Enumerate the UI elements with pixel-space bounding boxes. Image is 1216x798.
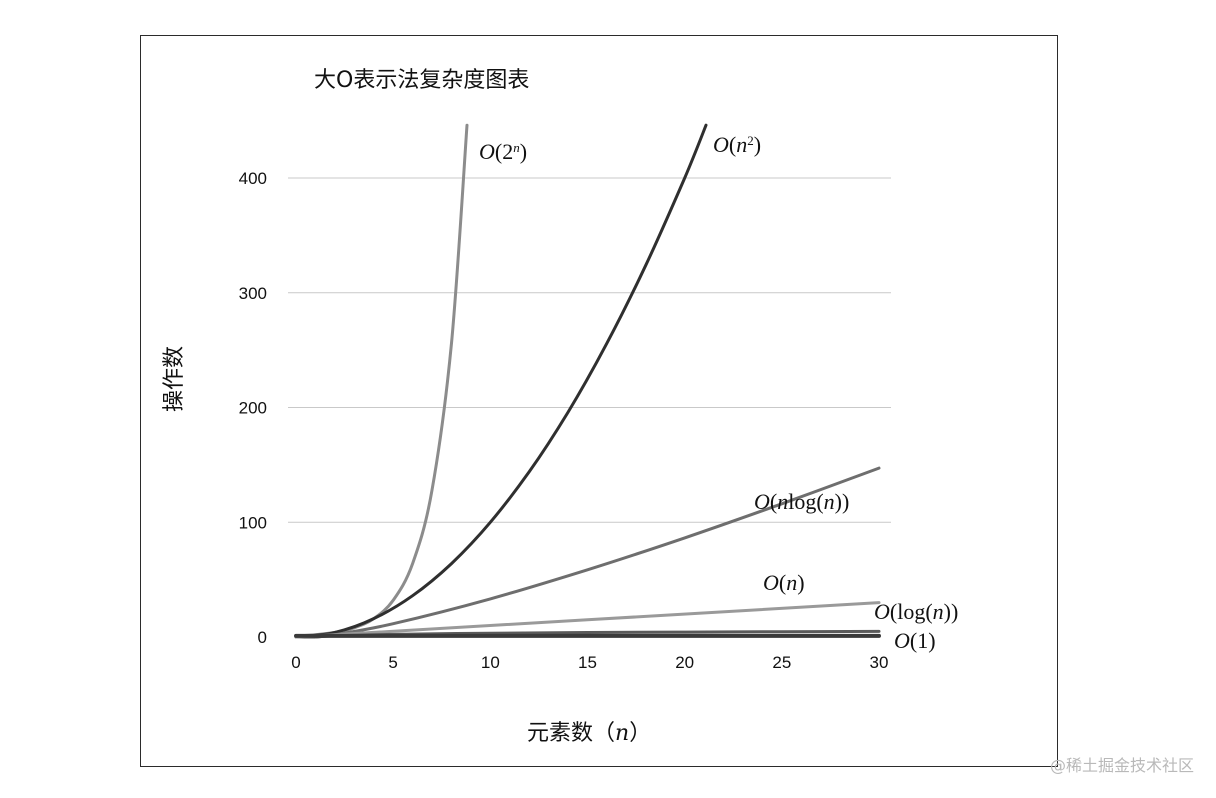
series-label: O(n2)	[713, 132, 761, 157]
y-axis-label: 操作数	[162, 346, 187, 412]
series-label: O(nlog(n))	[754, 489, 849, 514]
watermark: @稀土掘金技术社区	[1049, 756, 1194, 775]
chart-title: 大O表示法复杂度图表	[314, 68, 529, 93]
x-tick-label: 15	[578, 653, 597, 672]
y-tick-label: 0	[258, 628, 267, 647]
y-tick-label: 300	[239, 284, 267, 303]
series-label: O(log(n))	[874, 599, 958, 624]
grid-layer	[288, 177, 891, 523]
x-axis-label: 元素数（n）	[527, 721, 651, 746]
x-tick-label: 5	[388, 653, 397, 672]
series-layer	[294, 123, 881, 639]
series-label: O(2n)	[479, 139, 527, 164]
chart-svg: 大O表示法复杂度图表 0 100 200 300 400 0 5 10 15 20 25 30 O(2…	[162, 68, 958, 746]
x-axis-label-text: 元素数（	[527, 721, 615, 746]
y-tick-label: 400	[239, 169, 267, 188]
x-axis-label-var: n	[615, 721, 629, 746]
x-tick-label: 0	[291, 653, 300, 672]
series-line	[294, 123, 469, 638]
series-line	[294, 601, 881, 639]
x-tick-label: 10	[481, 653, 500, 672]
x-tick-label: 20	[675, 653, 694, 672]
series-line	[294, 123, 708, 639]
series-label: O(1)	[894, 628, 936, 653]
series-label: O(n)	[763, 570, 805, 595]
x-axis-label-close: ）	[629, 721, 651, 746]
chart-frame: 大O表示法复杂度图表 0 100 200 300 400 0 5 10 15 20 25 30 O(2…	[140, 35, 1058, 767]
y-tick-label: 100	[239, 513, 267, 532]
y-tick-label: 200	[239, 399, 267, 418]
label-layer: O(2n) O(n2) O(nlog(n)) O(n) O(log(n)) O(1)	[479, 132, 958, 653]
x-tick-label: 25	[772, 653, 791, 672]
tick-layer: 0 100 200 300 400 0 5 10 15 20 25 30	[239, 169, 889, 672]
x-tick-label: 30	[870, 653, 889, 672]
